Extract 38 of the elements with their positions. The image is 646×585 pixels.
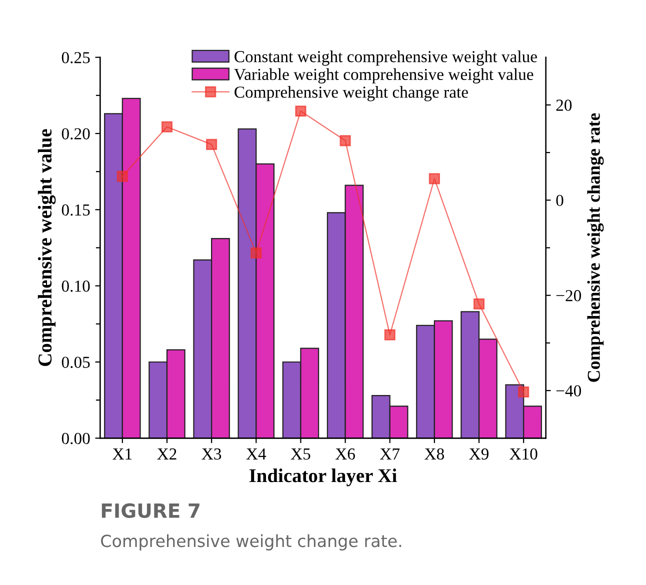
point <box>428 173 440 184</box>
x-tick-label: X5 <box>290 448 310 460</box>
legend-label: Variable weight comprehensive weight value <box>234 68 534 84</box>
point <box>250 247 262 259</box>
y2-tick-label: 0 <box>556 194 564 206</box>
x-tick-label: X2 <box>157 448 176 460</box>
y-tick-label: 0.20 <box>62 128 90 140</box>
y-axis-title: Comprehensive weight value <box>38 129 56 366</box>
point <box>384 329 396 340</box>
y2-tick-label: 20 <box>556 100 572 111</box>
y2-tick-label: −20 <box>556 290 582 302</box>
y2-axis-title: Comprehensive weight change rate <box>587 113 604 382</box>
text: Comprehensive weight change rate. <box>101 534 402 550</box>
point <box>206 138 218 150</box>
x-tick-label: X6 <box>335 448 355 460</box>
point <box>116 170 128 182</box>
y-tick-label: 0.25 <box>62 52 90 64</box>
x-tick-label: X4 <box>246 448 266 460</box>
point <box>161 121 173 132</box>
x-tick-label: X1 <box>112 448 132 460</box>
y-tick-label: 0.05 <box>62 356 90 368</box>
y2-tick-label: −40 <box>556 385 582 397</box>
legend-label: Constant weight comprehensive weight value <box>234 50 537 66</box>
caption: FIGURE 7 <box>102 503 200 518</box>
point <box>295 106 306 117</box>
x-tick-label: X8 <box>424 448 444 460</box>
y-tick-label: 0.15 <box>62 204 90 216</box>
point <box>473 298 485 310</box>
x-tick-label: X7 <box>380 448 400 460</box>
legend-label: Comprehensive weight change rate <box>234 86 468 102</box>
x-tick-label: X3 <box>202 448 222 460</box>
x-tick-label: X9 <box>469 448 489 460</box>
y-tick-label: 0.10 <box>62 280 90 292</box>
y-tick-label: 0.00 <box>62 432 90 444</box>
x-axis-title: Indicator layer Xi <box>249 468 397 486</box>
point <box>340 135 351 146</box>
point <box>518 386 530 398</box>
x-tick-label: X10 <box>510 448 538 460</box>
